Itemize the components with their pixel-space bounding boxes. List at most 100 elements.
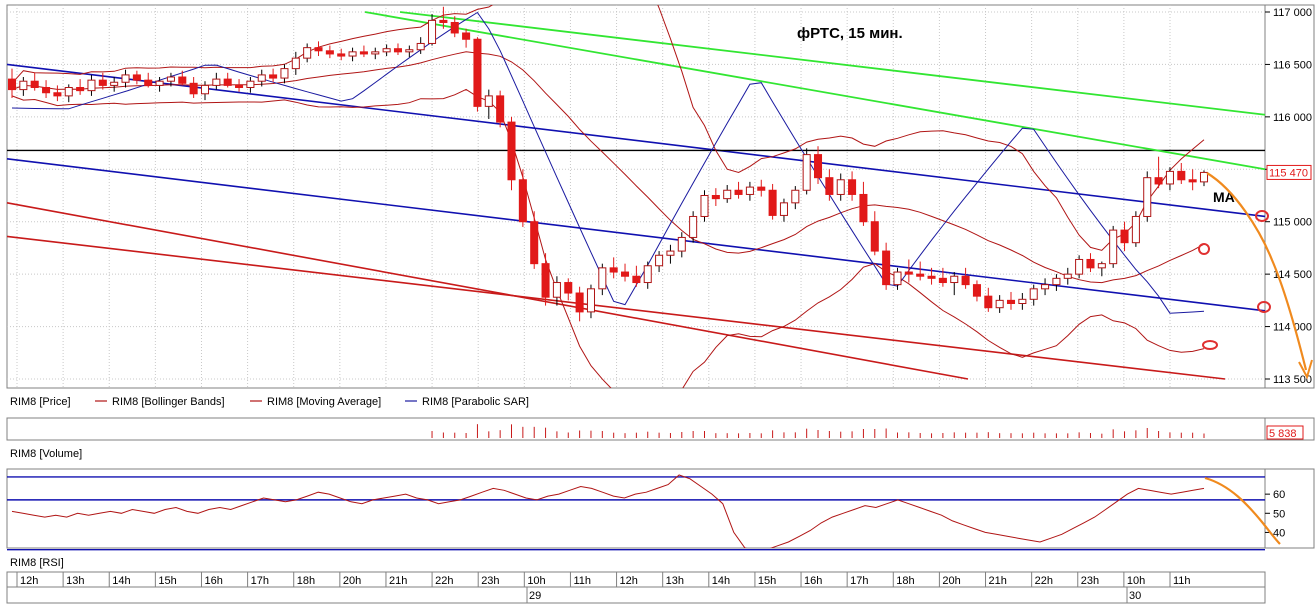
candle[interactable]	[564, 278, 573, 301]
candle[interactable]	[768, 183, 777, 220]
candle[interactable]	[269, 68, 278, 83]
candle[interactable]	[1199, 170, 1209, 187]
candle[interactable]	[904, 259, 913, 283]
candle[interactable]	[791, 186, 800, 210]
candle[interactable]	[666, 244, 675, 264]
candle[interactable]	[734, 181, 743, 199]
candle[interactable]	[961, 267, 970, 289]
candle[interactable]	[473, 37, 482, 112]
candle[interactable]	[882, 242, 891, 290]
candle[interactable]	[552, 276, 561, 306]
candle[interactable]	[779, 198, 788, 222]
candle[interactable]	[598, 263, 607, 296]
candle[interactable]	[1097, 261, 1106, 277]
candle[interactable]	[246, 77, 255, 93]
candle[interactable]	[1120, 221, 1129, 252]
candle[interactable]	[723, 185, 732, 203]
candle[interactable]	[655, 251, 664, 273]
candle[interactable]	[1075, 255, 1084, 279]
candle[interactable]	[98, 72, 107, 90]
candle[interactable]	[144, 72, 153, 88]
candle[interactable]	[371, 47, 380, 60]
candle[interactable]	[166, 72, 175, 87]
candle[interactable]	[76, 79, 85, 95]
candle[interactable]	[859, 181, 868, 226]
candle[interactable]	[155, 77, 164, 92]
candle[interactable]	[462, 28, 471, 48]
candle[interactable]	[745, 181, 754, 201]
candle[interactable]	[575, 286, 584, 322]
candle[interactable]	[995, 295, 1004, 313]
candle[interactable]	[972, 280, 981, 302]
candle[interactable]	[325, 45, 334, 59]
candle[interactable]	[802, 148, 811, 195]
candle[interactable]	[257, 69, 266, 87]
candle[interactable]	[405, 45, 414, 58]
candle[interactable]	[439, 6, 448, 29]
candle[interactable]	[893, 267, 902, 290]
candle[interactable]	[643, 261, 652, 289]
candle[interactable]	[19, 77, 28, 96]
candle[interactable]	[689, 211, 698, 243]
candle[interactable]	[382, 44, 391, 57]
candle[interactable]	[87, 74, 96, 96]
candle[interactable]	[1165, 167, 1174, 191]
candle[interactable]	[530, 211, 539, 269]
candle[interactable]	[1063, 267, 1072, 285]
candle[interactable]	[1131, 211, 1140, 247]
candle[interactable]	[1143, 171, 1152, 222]
candle[interactable]	[541, 253, 550, 306]
candle[interactable]	[121, 69, 130, 88]
candle[interactable]	[428, 14, 437, 46]
candle[interactable]	[223, 72, 232, 88]
candle[interactable]	[984, 287, 993, 312]
candle[interactable]	[757, 179, 766, 197]
candle[interactable]	[518, 169, 527, 227]
candle[interactable]	[291, 51, 300, 75]
candle[interactable]	[1109, 225, 1118, 268]
candle[interactable]	[916, 261, 925, 281]
candle[interactable]	[1177, 162, 1186, 184]
candle[interactable]	[337, 48, 346, 61]
candle[interactable]	[586, 284, 595, 319]
candle[interactable]	[235, 79, 244, 92]
candle[interactable]	[30, 72, 39, 91]
candle[interactable]	[1086, 253, 1095, 273]
candle[interactable]	[825, 169, 834, 201]
candle[interactable]	[53, 85, 62, 102]
candle[interactable]	[938, 267, 947, 287]
candle[interactable]	[1041, 278, 1050, 296]
candle[interactable]	[359, 45, 368, 58]
candle[interactable]	[64, 84, 73, 103]
candle[interactable]	[132, 70, 141, 85]
candle[interactable]	[677, 232, 686, 258]
candle[interactable]	[393, 43, 403, 55]
candle[interactable]	[212, 72, 221, 90]
candle[interactable]	[484, 89, 493, 119]
candle[interactable]	[416, 37, 425, 54]
candle[interactable]	[609, 257, 618, 279]
candle[interactable]	[189, 77, 198, 98]
candle[interactable]	[348, 47, 357, 62]
candle[interactable]	[1188, 169, 1197, 191]
candle[interactable]	[1154, 156, 1163, 189]
candle[interactable]	[621, 263, 630, 282]
candle[interactable]	[7, 68, 17, 98]
candle[interactable]	[178, 70, 187, 86]
candle[interactable]	[496, 90, 505, 128]
candle[interactable]	[950, 272, 959, 296]
candle[interactable]	[280, 64, 289, 84]
candle[interactable]	[1029, 284, 1038, 306]
candle[interactable]	[700, 190, 709, 222]
candle[interactable]	[200, 81, 210, 101]
candle[interactable]	[1006, 291, 1016, 310]
candle[interactable]	[314, 41, 323, 57]
candle[interactable]	[836, 173, 845, 201]
candle[interactable]	[927, 267, 936, 285]
candle[interactable]	[42, 80, 51, 98]
candle[interactable]	[110, 77, 119, 92]
candle[interactable]	[1018, 293, 1027, 310]
candle[interactable]	[848, 171, 857, 201]
candle[interactable]	[450, 16, 459, 38]
candle[interactable]	[632, 265, 641, 287]
